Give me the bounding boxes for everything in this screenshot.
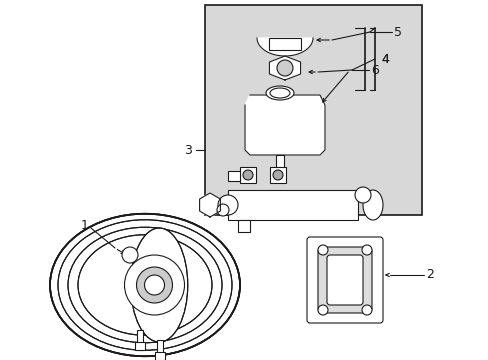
FancyBboxPatch shape: [326, 255, 362, 305]
Bar: [275, 155, 284, 177]
Bar: [227, 171, 240, 181]
Bar: [240, 167, 256, 183]
Text: 1: 1: [81, 219, 89, 231]
Circle shape: [124, 255, 184, 315]
Polygon shape: [257, 38, 312, 56]
Ellipse shape: [362, 190, 382, 220]
Ellipse shape: [50, 214, 240, 356]
Bar: [154, 352, 164, 360]
Bar: [269, 167, 285, 183]
Bar: [204, 5, 421, 215]
Bar: [134, 342, 144, 350]
Bar: [238, 220, 249, 232]
Circle shape: [361, 245, 371, 255]
Text: 3: 3: [183, 144, 192, 157]
Circle shape: [276, 60, 292, 76]
Circle shape: [218, 195, 238, 215]
Circle shape: [272, 170, 283, 180]
Ellipse shape: [130, 228, 187, 342]
Bar: [136, 330, 142, 350]
Text: 5: 5: [393, 26, 401, 39]
Circle shape: [317, 305, 327, 315]
FancyBboxPatch shape: [306, 237, 382, 323]
Text: 6: 6: [370, 63, 378, 77]
Polygon shape: [244, 95, 325, 155]
Circle shape: [136, 267, 172, 303]
Text: 4: 4: [380, 53, 388, 66]
Circle shape: [243, 170, 252, 180]
Bar: [227, 190, 357, 220]
Polygon shape: [269, 56, 300, 80]
Bar: [268, 38, 301, 50]
Circle shape: [144, 275, 164, 295]
Circle shape: [361, 305, 371, 315]
Ellipse shape: [269, 88, 289, 98]
Circle shape: [217, 204, 228, 216]
Circle shape: [122, 247, 138, 263]
Bar: [156, 340, 162, 360]
Ellipse shape: [265, 86, 293, 100]
Polygon shape: [199, 193, 220, 217]
Text: 2: 2: [425, 269, 433, 282]
Circle shape: [317, 245, 327, 255]
Circle shape: [354, 187, 370, 203]
Text: 4: 4: [380, 53, 388, 66]
FancyBboxPatch shape: [317, 247, 371, 313]
